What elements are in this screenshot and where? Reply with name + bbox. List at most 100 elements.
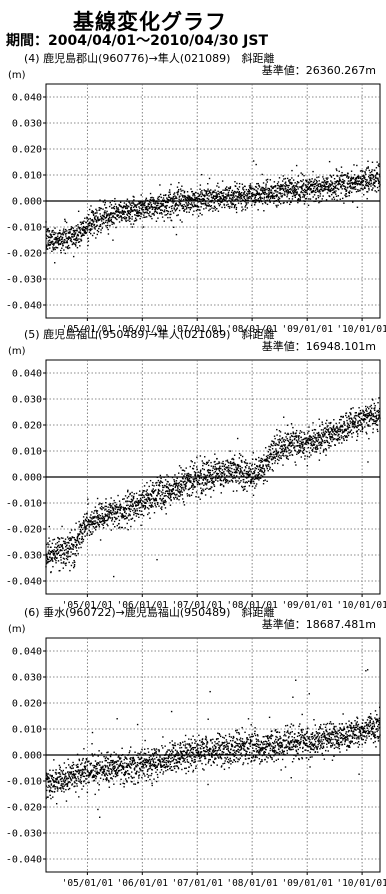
data-point (253, 160, 254, 161)
data-point (269, 189, 270, 190)
data-point (269, 461, 270, 462)
data-point (88, 214, 89, 215)
data-point (143, 505, 144, 506)
data-point (232, 472, 233, 473)
data-point (192, 492, 193, 493)
data-point (81, 788, 82, 789)
data-point (256, 459, 257, 460)
data-point (170, 194, 171, 195)
data-point (299, 445, 300, 446)
data-point (141, 194, 142, 195)
data-point (315, 438, 316, 439)
data-point (139, 510, 140, 511)
data-point (85, 778, 86, 779)
data-point (242, 187, 243, 188)
data-point (87, 792, 88, 793)
data-point (116, 207, 117, 208)
data-point (273, 193, 274, 194)
data-point (265, 479, 266, 480)
data-point (231, 194, 232, 195)
data-point (83, 223, 84, 224)
data-point (204, 474, 205, 475)
data-point (183, 208, 184, 209)
data-point (322, 176, 323, 177)
data-point (95, 520, 96, 521)
data-point (276, 456, 277, 457)
data-point (242, 487, 243, 488)
data-point (255, 199, 256, 200)
data-point (316, 198, 317, 199)
data-point (131, 210, 132, 211)
data-point (303, 453, 304, 454)
data-point (153, 488, 154, 489)
data-point (216, 468, 217, 469)
data-point (64, 785, 65, 786)
data-point (248, 198, 249, 199)
data-point (187, 493, 188, 494)
data-point (131, 218, 132, 219)
data-point (302, 192, 303, 193)
data-point (362, 178, 363, 179)
data-point (259, 193, 260, 194)
data-point (136, 219, 137, 220)
data-point (346, 440, 347, 441)
data-point (68, 764, 69, 765)
data-point (368, 438, 369, 439)
data-point (218, 194, 219, 195)
data-point (121, 220, 122, 221)
data-point (197, 209, 198, 210)
data-point (159, 483, 160, 484)
data-point (332, 183, 333, 184)
data-point (105, 758, 106, 759)
data-point (358, 429, 359, 430)
data-point (139, 210, 140, 211)
data-point (249, 470, 250, 471)
data-point (65, 549, 66, 550)
data-point (304, 447, 305, 448)
data-point (287, 192, 288, 193)
data-point (87, 512, 88, 513)
data-point (240, 196, 241, 197)
data-point (274, 438, 275, 439)
data-point (377, 178, 378, 179)
data-point (57, 788, 58, 789)
data-point (75, 238, 76, 239)
data-point (286, 196, 287, 197)
data-point (137, 513, 138, 514)
data-point (84, 527, 85, 528)
data-point (260, 189, 261, 190)
data-point (151, 197, 152, 198)
data-point (305, 192, 306, 193)
data-point (64, 231, 65, 232)
data-point (260, 467, 261, 468)
data-point (378, 166, 379, 167)
data-point (333, 197, 334, 198)
data-point (276, 206, 277, 207)
data-point (144, 499, 145, 500)
data-point (92, 223, 93, 224)
data-point (58, 781, 59, 782)
data-point (376, 416, 377, 417)
data-point (275, 205, 276, 206)
data-point (338, 434, 339, 435)
data-point (293, 179, 294, 180)
data-point (300, 180, 301, 181)
data-point (300, 450, 301, 451)
data-point (114, 201, 115, 202)
data-point (181, 484, 182, 485)
data-point (46, 244, 47, 245)
data-point (355, 182, 356, 183)
data-point (293, 433, 294, 434)
data-point (264, 194, 265, 195)
data-point (219, 470, 220, 471)
data-point (119, 500, 120, 501)
data-point (198, 471, 199, 472)
data-point (154, 503, 155, 504)
data-point (48, 240, 49, 241)
data-point (233, 491, 234, 492)
data-point (275, 457, 276, 458)
data-point (285, 178, 286, 179)
data-point (303, 179, 304, 180)
data-point (351, 433, 352, 434)
data-point (161, 494, 162, 495)
